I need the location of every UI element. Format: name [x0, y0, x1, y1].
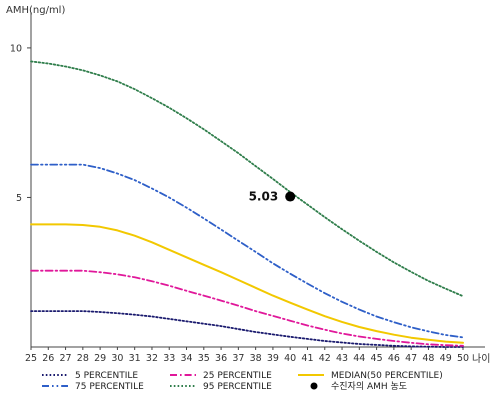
x-tick-label: 47 — [405, 353, 417, 364]
x-tick-label: 40 — [284, 353, 296, 364]
x-tick-label: 28 — [77, 353, 89, 364]
y-axis-title: AMH(ng/ml) — [6, 5, 65, 16]
legend-label-patient-amh: 수진자의 AMH 농도 — [331, 381, 407, 392]
legend-label-median-50-percentile-: MEDIAN(50 PERCENTILE) — [331, 371, 443, 381]
legend-swatch-patient-amh — [310, 382, 318, 390]
patient-amh-value-label: 5.03 — [249, 190, 279, 204]
legend-label-5-percentile: 5 PERCENTILE — [75, 371, 138, 381]
x-tick-label: 27 — [60, 353, 72, 364]
series-line-5-percentile — [30, 310, 464, 348]
x-tick-label: 50 — [457, 353, 469, 364]
x-tick-label: 29 — [94, 353, 106, 364]
legend-label-95-percentile: 95 PERCENTILE — [203, 382, 272, 392]
x-tick-label: 39 — [267, 353, 279, 364]
series-line-75-percentile — [30, 163, 464, 339]
x-tick-label: 31 — [129, 353, 141, 364]
legend-label-75-percentile: 75 PERCENTILE — [75, 382, 144, 392]
x-axis-title: 나이 — [472, 353, 490, 365]
series-line-median-50-percentile- — [30, 223, 464, 344]
x-tick-label: 48 — [422, 353, 434, 364]
x-tick-label: 38 — [250, 353, 262, 364]
y-tick-label: 10 — [10, 43, 22, 54]
x-tick-label: 35 — [198, 353, 210, 364]
x-tick-label: 43 — [336, 353, 348, 364]
x-tick-label: 26 — [42, 353, 54, 364]
legend-label-25-percentile: 25 PERCENTILE — [203, 371, 272, 381]
x-tick-label: 32 — [146, 353, 158, 364]
x-tick-label: 34 — [180, 353, 192, 364]
x-tick-label: 25 — [25, 353, 37, 364]
x-tick-label: 42 — [319, 353, 331, 364]
x-tick-label: 37 — [232, 353, 244, 364]
x-tick-label: 44 — [353, 353, 365, 364]
x-tick-label: 30 — [111, 353, 123, 364]
x-tick-label: 36 — [215, 353, 227, 364]
y-tick-label: 5 — [16, 193, 22, 204]
x-tick-label: 46 — [388, 353, 400, 364]
series-line-25-percentile — [30, 269, 464, 347]
series-line-95-percentile — [30, 60, 464, 298]
x-tick-label: 45 — [371, 353, 383, 364]
x-tick-label: 49 — [440, 353, 452, 364]
x-tick-label: 33 — [163, 353, 175, 364]
x-tick-label: 41 — [301, 353, 313, 364]
patient-amh-point — [285, 191, 296, 202]
